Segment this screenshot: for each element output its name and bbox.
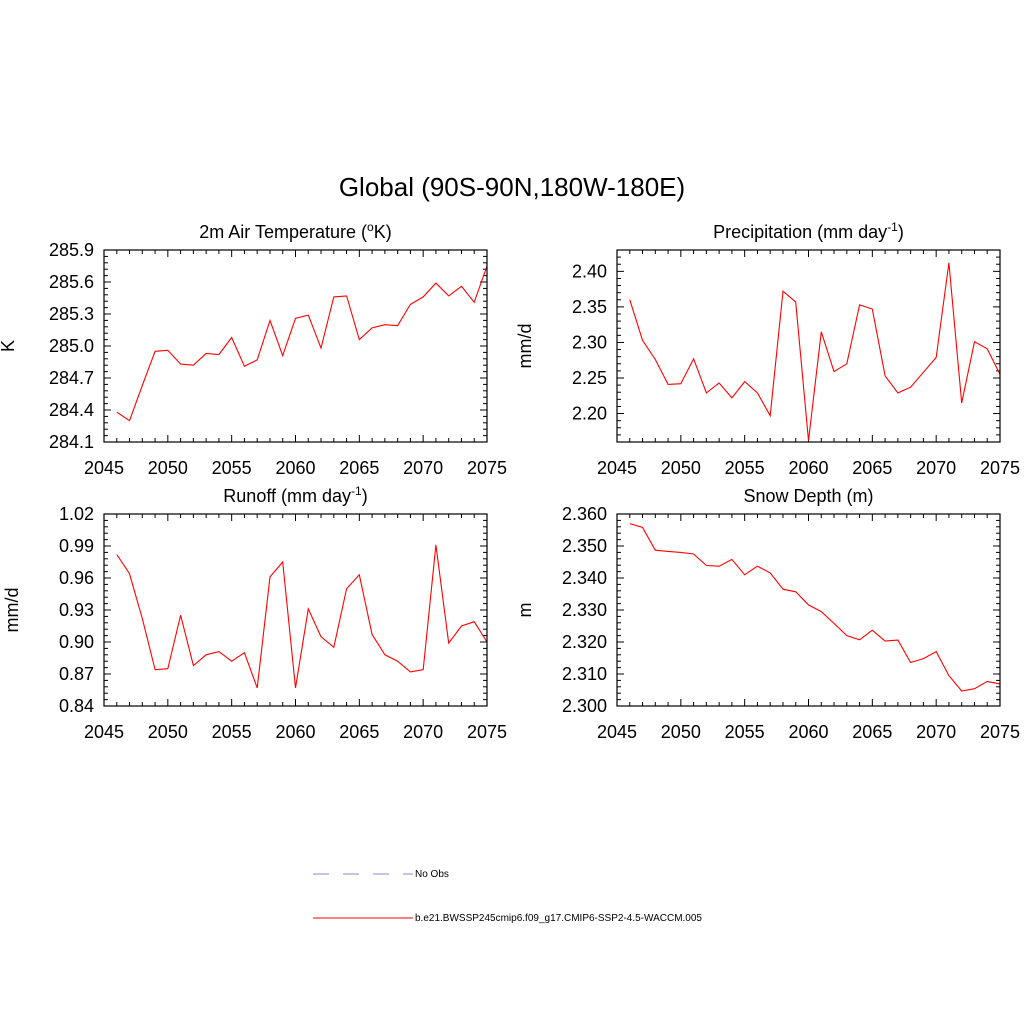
y-tick-label: 2.320 (562, 632, 607, 652)
x-tick-label: 2075 (980, 722, 1020, 742)
x-tick-label: 2070 (403, 458, 443, 478)
x-tick-label: 2060 (788, 722, 828, 742)
plot-frame (616, 249, 1001, 443)
x-tick-label: 2075 (467, 458, 507, 478)
y-tick-label: 2.30 (572, 332, 607, 352)
y-tick-label: 285.6 (49, 272, 94, 292)
y-axis-label: m (515, 603, 535, 618)
y-axis-label: mm/d (2, 588, 22, 633)
x-tick-label: 2075 (467, 722, 507, 742)
y-tick-label: 0.84 (59, 696, 94, 716)
x-tick-label: 2065 (339, 722, 379, 742)
y-tick-label: 2.330 (562, 600, 607, 620)
x-tick-label: 2065 (339, 458, 379, 478)
x-tick-label: 2060 (275, 458, 315, 478)
x-tick-label: 2045 (597, 458, 637, 478)
y-tick-label: 2.350 (562, 536, 607, 556)
y-tick-label: 0.96 (59, 568, 94, 588)
y-tick-label: 1.02 (59, 504, 94, 524)
x-tick-label: 2075 (980, 458, 1020, 478)
x-tick-label: 2065 (852, 722, 892, 742)
x-tick-label: 2070 (403, 722, 443, 742)
y-tick-label: 2.20 (572, 404, 607, 424)
x-tick-label: 2055 (212, 458, 252, 478)
x-tick-label: 2050 (661, 722, 701, 742)
series-line (116, 544, 488, 689)
x-tick-label: 2055 (725, 722, 765, 742)
x-tick-label: 2050 (148, 722, 188, 742)
series-line (629, 262, 1001, 441)
x-tick-label: 2045 (84, 458, 124, 478)
y-tick-label: 285.0 (49, 336, 94, 356)
panel-title: Runoff (mm day-1) (223, 484, 367, 506)
panel-title: Snow Depth (m) (743, 486, 873, 506)
y-tick-label: 284.7 (49, 368, 94, 388)
series-line (116, 265, 488, 422)
panel-air-temperature: 2m Air Temperature (oK) K 2045 2050 2055 2060… (0, 220, 507, 478)
y-tick-label: 0.99 (59, 536, 94, 556)
y-tick-label: 2.300 (562, 696, 607, 716)
x-tick-label: 2070 (916, 722, 956, 742)
y-tick-label: 2.310 (562, 664, 607, 684)
y-tick-label: 0.87 (59, 664, 94, 684)
y-tick-label: 285.9 (49, 240, 94, 260)
panel-snow-depth: Snow Depth (m) m 2045 2050 2055 2060 2065 2070 2… (515, 486, 1020, 742)
x-tick-label: 2055 (725, 458, 765, 478)
x-tick-label: 2060 (275, 722, 315, 742)
x-tick-label: 2070 (916, 458, 956, 478)
y-tick-label: 0.90 (59, 632, 94, 652)
legend-label-no-obs: No Obs (415, 869, 449, 880)
y-tick-label: 0.93 (59, 600, 94, 620)
legend: No Obs b.e21.BWSSP245cmip6.f09_g17.CMIP6… (313, 869, 702, 924)
x-tick-label: 2065 (852, 458, 892, 478)
panel-precipitation: Precipitation (mm day-1) mm/d 2045 2050 2055… (515, 220, 1020, 478)
y-tick-label: 2.35 (572, 297, 607, 317)
y-axis-label: mm/d (515, 324, 535, 369)
x-tick-label: 2050 (661, 458, 701, 478)
plot-frame (103, 513, 488, 707)
figure-title: Global (90S-90N,180W-180E) (339, 172, 685, 202)
y-tick-label: 2.40 (572, 261, 607, 281)
y-axis-label: K (0, 340, 18, 352)
y-tick-label: 284.1 (49, 432, 94, 452)
x-tick-label: 2045 (84, 722, 124, 742)
y-tick-label: 284.4 (49, 400, 94, 420)
panel-title: Precipitation (mm day-1) (713, 220, 904, 242)
x-tick-label: 2060 (788, 458, 828, 478)
panel-runoff: Runoff (mm day-1) mm/d 2045 2050 2055 2060 206… (2, 484, 507, 742)
plot-frame (103, 249, 488, 443)
plot-frame (616, 513, 1001, 707)
x-tick-label: 2050 (148, 458, 188, 478)
panel-title: 2m Air Temperature (oK) (199, 220, 391, 242)
x-tick-label: 2045 (597, 722, 637, 742)
y-tick-label: 2.340 (562, 568, 607, 588)
y-tick-label: 2.360 (562, 504, 607, 524)
series-line (629, 523, 1001, 692)
y-tick-label: 2.25 (572, 368, 607, 388)
x-tick-label: 2055 (212, 722, 252, 742)
legend-label-model-run: b.e21.BWSSP245cmip6.f09_g17.CMIP6-SSP2-4… (415, 913, 702, 924)
y-tick-label: 285.3 (49, 304, 94, 324)
